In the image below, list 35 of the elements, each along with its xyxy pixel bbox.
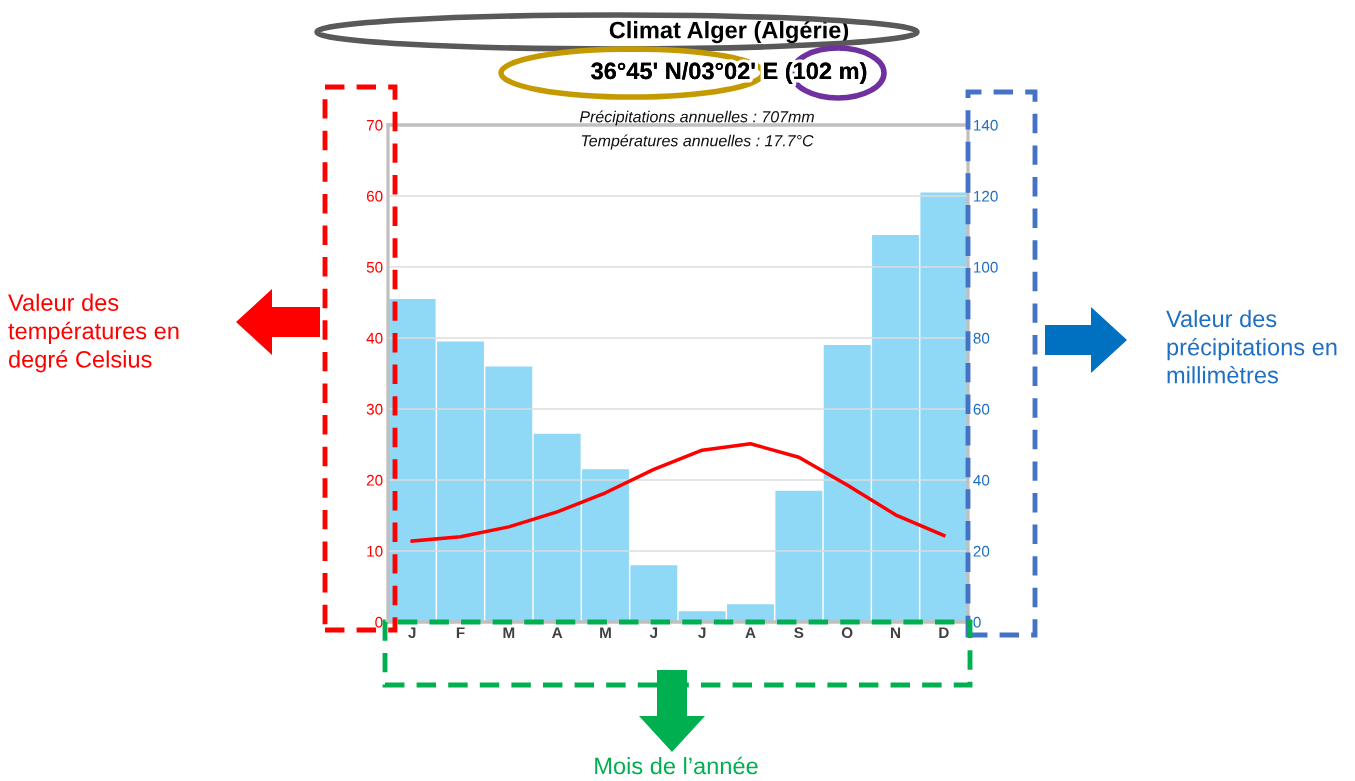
y-tick-label: 0 (375, 616, 383, 628)
chart-title: Climat Alger (Algérie) (609, 20, 849, 44)
y2-tick-label: 0 (973, 616, 981, 628)
y-tick-label: 60 (366, 190, 383, 202)
x-tick-label: A (745, 627, 756, 638)
y2-tick-label: 100 (974, 261, 998, 273)
x-tick-label: A (552, 627, 563, 638)
x-tick-label: J (408, 627, 416, 639)
line-series (410, 442, 946, 543)
y-tick-label: 40 (366, 332, 383, 344)
y2-tick-label: 20 (973, 545, 990, 557)
x-tick-label: J (698, 627, 706, 639)
x-tick-label: M (600, 627, 611, 638)
y-tick-label: 30 (366, 403, 383, 415)
x-tick-label: M (503, 627, 515, 638)
annotation: Précipitations annuelles : 707mm (579, 110, 814, 126)
text: Valeur des températures en degré Celsius (8, 293, 179, 373)
text: Mois de l’année (595, 756, 758, 775)
x-tick-label: S (794, 627, 804, 639)
y-tick-label: 20 (366, 474, 383, 486)
x-tick-label: J (649, 627, 658, 639)
y-tick-label: 10 (367, 545, 383, 557)
y2-tick-label: 40 (973, 474, 990, 486)
x-tick-label: O (841, 627, 853, 639)
y-tick-label: 70 (366, 119, 383, 131)
y2-tick-label: 60 (973, 403, 990, 415)
y2-tick-label: 140 (974, 119, 998, 131)
x-tick-label: N (891, 627, 900, 638)
x-tick-label: F (456, 627, 465, 638)
text: Valeur des précipitations en millimètres (1166, 309, 1337, 384)
annotation: Températures annuelles : 17.7°C (581, 134, 814, 150)
y2-tick-label: 120 (974, 190, 998, 202)
y2-tick-label: 80 (973, 332, 990, 344)
x-tick-label: D (939, 627, 949, 638)
y-tick-label: 50 (366, 261, 383, 273)
